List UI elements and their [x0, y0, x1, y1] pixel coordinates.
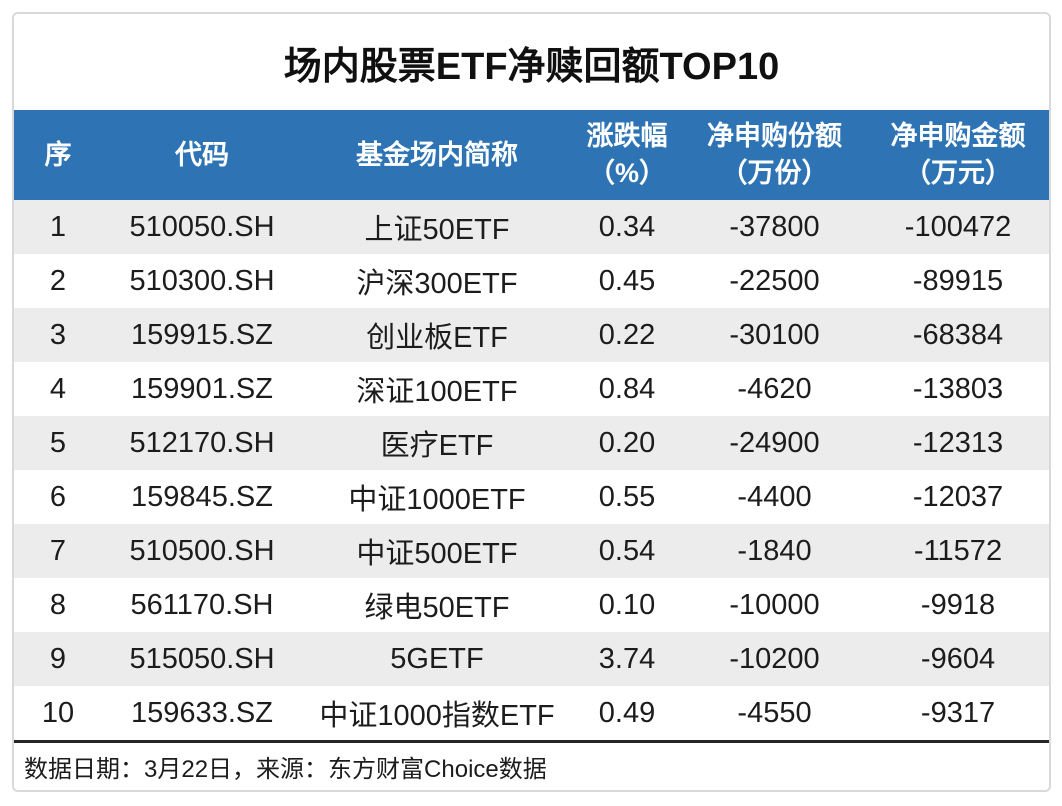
- cell-rank: 5: [49, 426, 67, 459]
- cell-change-pct: 0.55: [598, 480, 656, 513]
- cell-code: 159845.SZ: [131, 480, 273, 513]
- cell-change-pct: 0.54: [598, 534, 656, 567]
- table-row: 10 159633.SZ 中证1000指数ETF 0.49 -4550 -931…: [14, 686, 1049, 740]
- cell-code: 512170.SH: [129, 426, 275, 459]
- column-header-label: 序: [44, 139, 72, 170]
- column-header-label: 净申购份额: [707, 121, 842, 151]
- cell-net-subscription-shares: -24900: [729, 426, 820, 459]
- cell-net-subscription-shares: -30100: [729, 318, 820, 351]
- cell-rank: 4: [49, 372, 67, 405]
- cell-change-pct: 3.74: [598, 642, 656, 675]
- table-row: 4 159901.SZ 深证100ETF 0.84 -4620 -13803: [14, 362, 1049, 416]
- cell-rank: 8: [49, 588, 67, 621]
- cell-code: 159901.SZ: [131, 372, 273, 405]
- cell-change-pct: 0.22: [598, 318, 656, 351]
- cell-fund-name: 沪深300ETF: [356, 268, 518, 300]
- cell-fund-name: 5GETF: [390, 642, 484, 675]
- column-header-label: 涨跌幅: [586, 121, 668, 151]
- cell-rank: 2: [49, 264, 67, 297]
- cell-net-subscription-amount: -68384: [912, 318, 1004, 351]
- cell-net-subscription-shares: -22500: [729, 264, 820, 297]
- source-note-bar: 数据日期：3月22日，来源：东方财富Choice数据: [14, 740, 1049, 790]
- cell-rank: 7: [49, 534, 67, 567]
- cell-code: 515050.SH: [129, 642, 275, 675]
- cell-fund-name: 绿电50ETF: [364, 592, 510, 624]
- title-bar: 场内股票ETF净赎回额TOP10: [14, 14, 1049, 110]
- cell-net-subscription-shares: -1840: [737, 534, 812, 567]
- cell-code: 510050.SH: [129, 210, 275, 243]
- cell-fund-name: 医疗ETF: [380, 430, 494, 462]
- cell-change-pct: 0.84: [598, 372, 656, 405]
- table-row: 6 159845.SZ 中证1000ETF 0.55 -4400 -12037: [14, 470, 1049, 524]
- column-header-net-amount: 净申购金额 （万元）: [867, 110, 1049, 200]
- cell-net-subscription-amount: -12037: [912, 480, 1004, 513]
- cell-net-subscription-shares: -37800: [729, 210, 820, 243]
- cell-code: 510500.SH: [129, 534, 275, 567]
- cell-net-subscription-amount: -13803: [912, 372, 1004, 405]
- cell-fund-name: 中证1000指数ETF: [319, 700, 555, 732]
- cell-net-subscription-amount: -9317: [920, 696, 996, 729]
- column-header-label: 代码: [175, 139, 229, 170]
- cell-rank: 6: [49, 480, 67, 513]
- cell-net-subscription-amount: -11572: [913, 534, 1003, 567]
- table-row: 1 510050.SH 上证50ETF 0.34 -37800 -100472: [14, 200, 1049, 254]
- cell-fund-name: 中证500ETF: [356, 538, 518, 570]
- column-header-change-pct: 涨跌幅 （%）: [572, 110, 682, 200]
- cell-change-pct: 0.20: [598, 426, 656, 459]
- cell-net-subscription-amount: -9918: [920, 588, 996, 621]
- page-title: 场内股票ETF净赎回额TOP10: [283, 45, 780, 88]
- cell-net-subscription-amount: -9604: [920, 642, 996, 675]
- cell-rank: 9: [49, 642, 67, 675]
- column-header-code: 代码: [102, 110, 302, 200]
- table-row: 3 159915.SZ 创业板ETF 0.22 -30100 -68384: [14, 308, 1049, 362]
- source-note: 数据日期：3月22日，来源：东方财富Choice数据: [24, 756, 547, 783]
- table-body: 1 510050.SH 上证50ETF 0.34 -37800 -100472 …: [14, 200, 1049, 740]
- table-row: 2 510300.SH 沪深300ETF 0.45 -22500 -89915: [14, 254, 1049, 308]
- cell-rank: 3: [49, 318, 67, 351]
- column-header-sub: （万份）: [720, 158, 829, 188]
- column-header-rank: 序: [14, 110, 102, 200]
- column-header-net-shares: 净申购份额 （万份）: [682, 110, 867, 200]
- column-header-label: 基金场内简称: [356, 139, 518, 170]
- cell-code: 159633.SZ: [131, 696, 273, 729]
- cell-fund-name: 创业板ETF: [366, 322, 508, 354]
- column-header-sub: （%）: [587, 158, 666, 188]
- cell-net-subscription-shares: -4400: [737, 480, 812, 513]
- cell-code: 561170.SH: [130, 588, 274, 621]
- column-header-fund-name: 基金场内简称: [302, 110, 572, 200]
- column-header-sub: （万元）: [904, 158, 1012, 188]
- column-header-label: 净申购金额: [890, 121, 1026, 151]
- cell-fund-name: 深证100ETF: [356, 376, 518, 408]
- cell-change-pct: 0.45: [598, 264, 656, 297]
- cell-change-pct: 0.10: [598, 588, 656, 621]
- table-row: 9 515050.SH 5GETF 3.74 -10200 -9604: [14, 632, 1049, 686]
- cell-net-subscription-amount: -100472: [904, 210, 1012, 243]
- table-header: 序 代码 基金场内简称 涨跌幅 （%） 净申购份额 （万份） 净申购金额 （万元…: [14, 110, 1049, 200]
- table-row: 5 512170.SH 医疗ETF 0.20 -24900 -12313: [14, 416, 1049, 470]
- cell-rank: 10: [41, 696, 75, 729]
- cell-fund-name: 中证1000ETF: [348, 484, 526, 516]
- cell-code: 510300.SH: [129, 264, 275, 297]
- cell-fund-name: 上证50ETF: [364, 214, 510, 246]
- cell-change-pct: 0.34: [598, 210, 656, 243]
- cell-net-subscription-shares: -10200: [729, 642, 820, 675]
- table-row: 7 510500.SH 中证500ETF 0.54 -1840 -11572: [14, 524, 1049, 578]
- cell-code: 159915.SZ: [131, 318, 273, 351]
- cell-net-subscription-shares: -10000: [729, 588, 820, 621]
- etf-table-card: 场内股票ETF净赎回额TOP10 序 代码 基金场内简称 涨跌幅 （%） 净申购…: [12, 12, 1051, 792]
- cell-net-subscription-shares: -4550: [737, 696, 812, 729]
- cell-net-subscription-amount: -12313: [912, 426, 1004, 459]
- table-row: 8 561170.SH 绿电50ETF 0.10 -10000 -9918: [14, 578, 1049, 632]
- cell-net-subscription-amount: -89915: [912, 264, 1004, 297]
- cell-change-pct: 0.49: [598, 696, 656, 729]
- cell-rank: 1: [49, 210, 67, 243]
- cell-net-subscription-shares: -4620: [737, 372, 812, 405]
